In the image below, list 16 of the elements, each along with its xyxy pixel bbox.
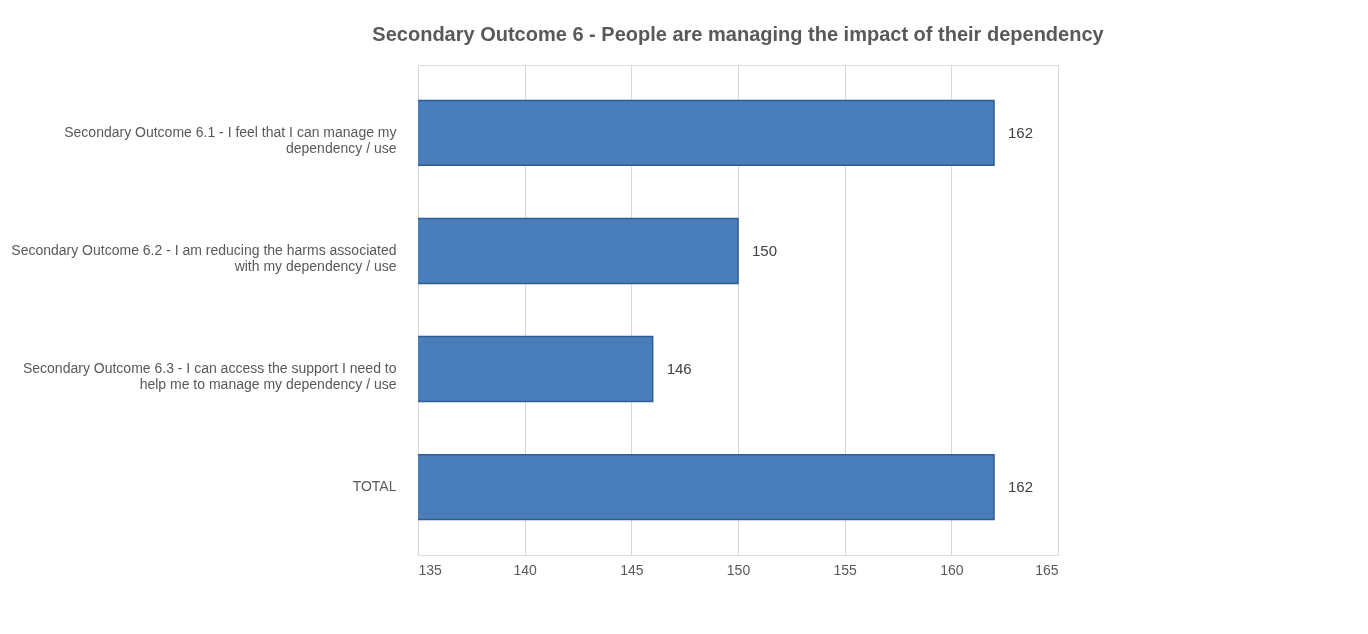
- x-tick-label: 135: [418, 561, 443, 578]
- x-tick-label: 155: [833, 561, 858, 578]
- x-tick-label: 150: [726, 561, 751, 578]
- y-tick-label: TOTAL: [352, 478, 397, 495]
- data-label: 162: [1008, 478, 1034, 496]
- x-tick-label: 140: [513, 561, 538, 578]
- data-label: 146: [666, 360, 692, 378]
- y-tick-label: Secondary Outcome 6.1 - I feel that I can manage my dependency / use: [64, 123, 397, 156]
- x-tick-label: 145: [620, 561, 644, 578]
- data-label: 162: [1008, 123, 1034, 141]
- y-tick-label: Secondary Outcome 6.2 - I am reducing the harms associated with my dependency / use: [11, 241, 397, 274]
- x-tick-label: 160: [940, 561, 964, 578]
- x-tick-label: 165: [1035, 561, 1059, 578]
- chart-title: Secondary Outcome 6 - People are managing the impact of their dependency: [372, 23, 1105, 45]
- y-tick-label: Secondary Outcome 6.3 - I can access the support I need to help me to manage my dependency / use: [22, 360, 397, 393]
- data-label: 150: [752, 241, 778, 259]
